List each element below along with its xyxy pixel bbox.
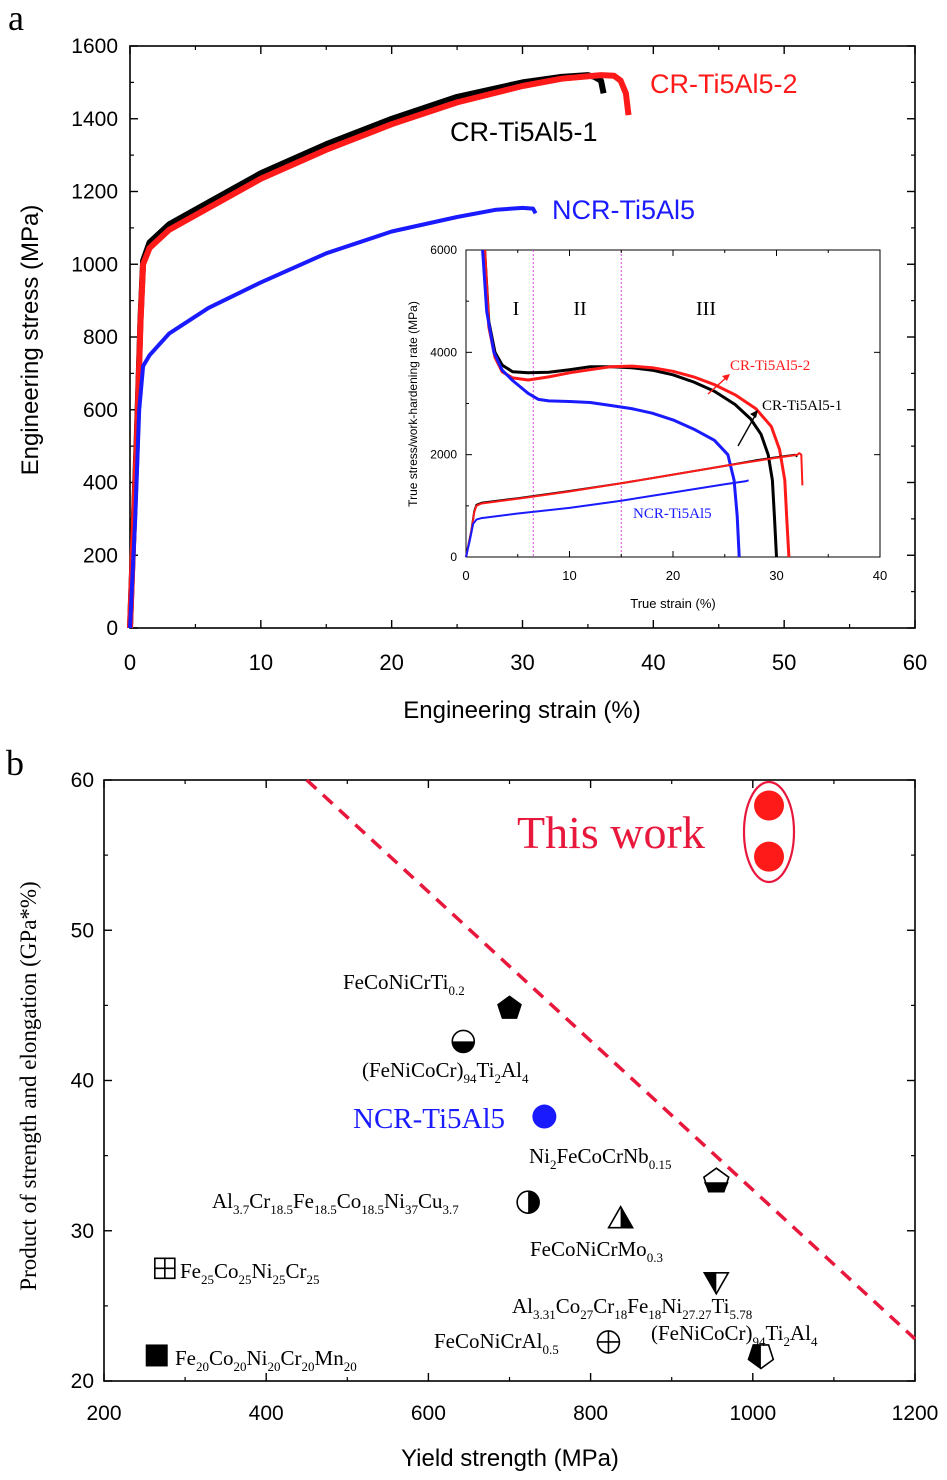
a-ytick-label: 1600 — [71, 35, 118, 58]
b-ytick-label: 20 — [71, 1370, 94, 1393]
a-xtick-label: 20 — [379, 650, 403, 675]
b-xtick-label: 1000 — [729, 1402, 776, 1425]
b-xtick-label: 400 — [249, 1402, 284, 1425]
b-ytick-label: 50 — [71, 919, 94, 942]
label-fe25co25ni25cr25: Fe25Co25Ni25Cr25 — [180, 1259, 320, 1287]
inset-regions: I II III — [513, 250, 716, 557]
inset-xtick-label: 40 — [873, 568, 887, 583]
inset-label-cr1: CR-Ti5Al5-1 — [762, 398, 842, 414]
inset-region-label: II — [573, 298, 586, 320]
b-point-feconicrmo0-3 — [607, 1205, 634, 1229]
inset-xtick-label: 0 — [462, 568, 469, 583]
b-point-fe25co25ni25cr25 — [154, 1257, 176, 1280]
b-point-ni2fecocrnb0-15 — [702, 1167, 730, 1193]
inset-arrows — [707, 374, 758, 447]
b-point-fe20co20ni20cr20mn20 — [145, 1344, 168, 1367]
b-point-this-work — [754, 790, 785, 821]
a-ytick-label: 600 — [83, 399, 118, 422]
inset-label-ncr: NCR-Ti5Al5 — [633, 506, 712, 522]
label-cr2: CR-Ti5Al5-2 — [650, 69, 798, 99]
b-ytick-label: 30 — [71, 1220, 94, 1243]
b-xtick-label: 1200 — [892, 1402, 939, 1425]
this-work-ellipse — [742, 780, 796, 884]
panel-b-points — [145, 790, 785, 1370]
a-ytick-label: 0 — [106, 617, 118, 640]
panel-a-ticks: 0 10 20 30 40 50 60020040060080010001200140016… — [71, 35, 927, 675]
a-ytick-label: 1400 — [71, 108, 118, 131]
b-ytick-label: 60 — [71, 769, 94, 792]
b-point--fenicocr-94ti2al4 — [451, 1029, 476, 1054]
a-ytick-label: 800 — [83, 326, 118, 349]
b-point-this-work — [754, 841, 785, 872]
label-feconicral: FeCoNiCrAl0.5 — [434, 1329, 559, 1357]
b-xtick-label: 800 — [573, 1402, 608, 1425]
panel-b-ylabel: Product of strength and elongation (GPa*… — [16, 881, 41, 1290]
a-xtick-label: 60 — [903, 650, 927, 675]
label-fe20co20ni20cr20mn20: Fe20Co20Ni20Cr20Mn20 — [175, 1346, 357, 1374]
panel-a-xlabel: Engineering strain (%) — [403, 697, 640, 724]
label-ni2fecocrnb: Ni2FeCoCrNb0.15 — [529, 1144, 671, 1172]
this-work-label: This work — [517, 807, 705, 858]
panel-a-series — [127, 72, 632, 629]
inset-ytick-label: 6000 — [430, 243, 457, 257]
inset-series-cr-ti5al5-1 — [483, 249, 778, 558]
label-al-cr-fe-co-ni-cu: Al3.7Cr18.5Fe18.5Co18.5Ni37Cu3.7 — [212, 1189, 459, 1217]
b-trendline — [305, 778, 917, 1341]
inset-xtick-label: 20 — [666, 568, 680, 583]
a-xtick-label: 10 — [249, 650, 273, 675]
label-feconicrti: FeCoNiCrTi0.2 — [343, 970, 465, 998]
inset-xtick-label: 30 — [769, 568, 783, 583]
inset-ytick-label: 4000 — [430, 345, 457, 359]
b-point-feconicrti0-2 — [497, 995, 522, 1019]
a-series-ncr-ti5al5 — [128, 205, 538, 629]
a-xtick-label: 40 — [641, 650, 665, 675]
b-xtick-label: 200 — [86, 1402, 121, 1425]
b-point-ncr-ti5al5 — [532, 1104, 557, 1129]
b-point-feconicral0-5 — [596, 1330, 621, 1354]
label-cr1: CR-Ti5Al5-1 — [450, 117, 598, 147]
inset-ticks: 0 10 20 30 40 0 2000 4000 6000 — [430, 243, 887, 583]
label-fenicocr-ti2al4-a: (FeNiCoCr)94Ti2Al4 — [362, 1058, 529, 1086]
a-xtick-label: 50 — [772, 650, 796, 675]
panel-b-ticks: 200 400 600 800 1000 1200 20 30 40 50 60 — [71, 769, 939, 1425]
label-feconicrmo: FeCoNiCrMo0.3 — [530, 1237, 663, 1265]
a-xtick-label: 0 — [124, 650, 136, 675]
inset-series-cr-ti5al5-2-stress — [465, 452, 804, 558]
panel-b-letter: b — [6, 743, 24, 783]
panel-b-trendline — [305, 778, 917, 1341]
inset-ytick-label: 2000 — [430, 448, 457, 462]
inset-series-ncr-ti5al5-stress — [465, 479, 749, 558]
a-ytick-label: 400 — [83, 472, 118, 495]
panel-a-ylabel: Engineering stress (MPa) — [17, 205, 44, 476]
ncr-point-label: NCR-Ti5Al5 — [353, 1103, 505, 1135]
inset-label-cr2: CR-Ti5Al5-2 — [730, 358, 810, 374]
b-xtick-label: 600 — [411, 1402, 446, 1425]
b-point--fenicocr-94ti2al4 — [747, 1344, 775, 1370]
inset-series-ncr-ti5al5 — [481, 249, 741, 558]
inset-xlabel: True strain (%) — [630, 596, 715, 611]
inset-frame — [465, 249, 881, 558]
b-point-al3-7cr18-5fe18-5co18-5ni37cu3-7 — [516, 1190, 540, 1215]
b-ytick-label: 40 — [71, 1070, 94, 1093]
a-series-cr-ti5al5-2 — [127, 72, 632, 629]
inset-xtick-label: 10 — [562, 568, 576, 583]
b-point-al3-31co27cr18fe18ni27-27ti5-78 — [702, 1272, 730, 1296]
a-ytick-label: 1000 — [71, 253, 118, 276]
a-xtick-label: 30 — [510, 650, 534, 675]
label-fenicocr-ti2al4-b: (FeNiCoCr)94Ti2Al4 — [651, 1321, 818, 1349]
panel-b-xlabel: Yield strength (MPa) — [401, 1445, 619, 1472]
a-ytick-label: 200 — [83, 544, 118, 567]
label-al-co-cr-fe-ni-ti: Al3.31Co27Cr18Fe18Ni27.27Ti5.78 — [512, 1294, 752, 1322]
label-ncr: NCR-Ti5Al5 — [552, 195, 695, 225]
inset-series — [465, 249, 804, 558]
inset-region-label: III — [696, 298, 716, 320]
a-ytick-label: 1200 — [71, 181, 118, 204]
inset-ylabel: True stress/work-hardening rate (MPa) — [406, 301, 420, 507]
inset-region-label: I — [513, 298, 520, 320]
inset-ytick-label: 0 — [450, 550, 457, 564]
panel-a-letter: a — [8, 0, 24, 38]
